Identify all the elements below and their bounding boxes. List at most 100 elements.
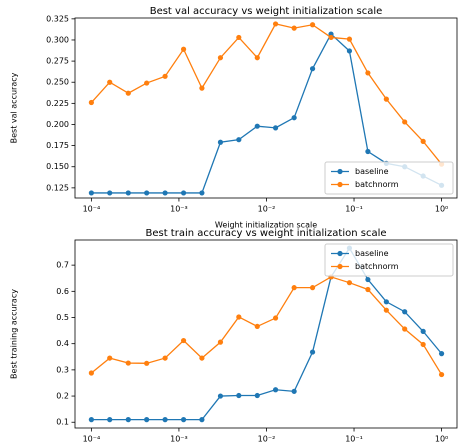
y-tick-label: 0.5 [56, 313, 69, 322]
data-point [217, 339, 224, 345]
data-point [199, 190, 205, 196]
data-point [107, 79, 113, 85]
x-tick-label: 10⁻³ [170, 435, 188, 444]
data-point [328, 34, 334, 41]
data-point [180, 417, 187, 423]
data-point [88, 99, 94, 106]
data-point [402, 119, 408, 125]
data-point [217, 393, 224, 399]
y-tick-label: 0.250 [46, 78, 69, 87]
data-point [88, 417, 94, 423]
data-point [420, 328, 426, 334]
data-point [402, 309, 408, 315]
data-point [291, 285, 297, 291]
x-tick-label: 10⁻¹ [345, 435, 363, 444]
data-point [107, 190, 113, 196]
y-tick-label: 0.4 [56, 339, 69, 348]
x-tick-label: 10⁰ [435, 205, 448, 214]
data-point [309, 66, 316, 72]
legend-label: batchnorm [355, 180, 399, 189]
data-point [272, 387, 279, 393]
x-tick-label: 10⁰ [435, 435, 448, 444]
data-point [291, 115, 297, 121]
data-point [162, 355, 168, 361]
data-point [199, 355, 205, 361]
legend-box [324, 243, 454, 277]
data-point [254, 123, 260, 129]
plot-frame [74, 239, 458, 429]
data-point [346, 36, 353, 42]
y-tick-label: 0.300 [46, 35, 69, 44]
data-point [236, 34, 242, 41]
data-point [309, 349, 316, 355]
chart-title: Best val accuracy vs weight initializati… [150, 6, 383, 17]
x-tick-label: 10⁻⁴ [83, 435, 101, 444]
y-tick-label: 0.7 [56, 261, 69, 270]
data-point [199, 417, 205, 423]
legend: baseline batchnorm [324, 243, 454, 277]
series-line [91, 33, 442, 194]
data-point [291, 388, 297, 394]
data-point [162, 73, 168, 79]
x-tick-label: 10⁻³ [170, 205, 188, 214]
legend-marker [337, 250, 343, 257]
data-point [438, 351, 445, 357]
data-point [217, 55, 224, 61]
y-axis-label: Best val accuracy [10, 72, 19, 143]
data-point [346, 48, 353, 54]
data-point [125, 190, 131, 196]
data-point [88, 370, 94, 376]
data-point [88, 190, 94, 196]
legend-marker [337, 263, 343, 270]
data-point [309, 285, 316, 291]
x-tick-label: 10⁻¹ [345, 205, 363, 214]
data-point [107, 417, 113, 423]
data-point [180, 190, 187, 196]
data-point [383, 307, 389, 313]
series-line [90, 276, 443, 375]
data-point [420, 138, 426, 144]
series-line [91, 246, 443, 421]
y-tick-label: 0.3 [56, 365, 69, 374]
y-tick-label: 0.1 [56, 418, 69, 427]
data-point [125, 360, 131, 366]
data-point [309, 22, 316, 28]
y-tick-label: 0.275 [46, 57, 69, 66]
data-point [144, 360, 150, 366]
data-point [420, 341, 426, 348]
legend-box [324, 161, 454, 195]
x-tick-label: 10⁻² [258, 435, 276, 444]
data-point [365, 148, 371, 155]
legend-marker [337, 168, 343, 175]
y-tick-label: 0.225 [46, 99, 69, 108]
data-point [236, 314, 242, 320]
series-line [90, 23, 443, 165]
data-point [365, 286, 371, 293]
data-point [272, 315, 279, 321]
data-point [365, 70, 371, 76]
data-point [162, 190, 168, 196]
data-point [365, 276, 371, 283]
data-point [291, 25, 297, 31]
y-tick-label: 0.175 [46, 141, 69, 150]
y-tick-label: 0.2 [56, 392, 69, 401]
y-tick-label: 0.125 [46, 183, 69, 192]
data-point [107, 355, 113, 361]
y-tick-label: 0.150 [46, 162, 69, 171]
plot-frame [74, 17, 458, 199]
x-tick-label: 10⁻² [258, 205, 276, 214]
data-point [125, 90, 131, 96]
data-point [125, 417, 131, 423]
data-point [236, 392, 242, 399]
legend: baseline batchnorm [324, 161, 454, 195]
legend-label: baseline [355, 167, 389, 176]
y-tick-label: 0.325 [46, 14, 69, 23]
x-axis-label: Weight initialization scale [215, 221, 317, 230]
data-point [346, 280, 353, 286]
data-point [272, 21, 279, 27]
data-point [402, 326, 408, 332]
data-point [180, 337, 187, 344]
chart-title: Best train accuracy vs weight initializa… [145, 228, 386, 239]
data-point [217, 139, 224, 145]
